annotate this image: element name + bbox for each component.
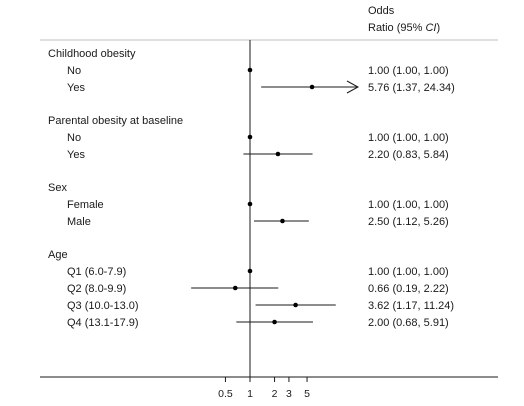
estimate-point <box>272 319 277 325</box>
x-tick-label: 1 <box>247 388 253 400</box>
group-title: Sex <box>48 182 67 194</box>
x-tick-label: 3 <box>286 388 292 400</box>
row-label: Q3 (10.0-13.0) <box>67 300 139 312</box>
row-label: Yes <box>67 149 85 161</box>
header-ratio-end: ) <box>436 22 440 34</box>
row-estimate-text: 3.62 (1.17, 11.24) <box>368 300 454 312</box>
row-label: Yes <box>67 82 85 94</box>
x-tick-label: 0.5 <box>218 388 233 400</box>
x-tick-label: 5 <box>304 388 310 400</box>
row-label: Q1 (6.0-7.9) <box>67 266 126 278</box>
header-ratio-ci: Ratio (95% CI) <box>368 22 440 34</box>
row-estimate-text: 2.00 (0.68, 5.91) <box>368 317 449 329</box>
estimate-point <box>247 67 253 73</box>
row-estimate-text: 1.00 (1.00, 1.00) <box>368 65 449 77</box>
header-ci-italic: CI <box>425 22 436 34</box>
ci-arrow <box>346 80 360 94</box>
row-label: No <box>67 132 81 144</box>
row-estimate-text: 1.00 (1.00, 1.00) <box>368 266 449 278</box>
row-label: Female <box>67 199 104 211</box>
group-title: Parental obesity at baseline <box>48 115 183 127</box>
row-estimate-text: 2.50 (1.12, 5.26) <box>368 216 449 228</box>
estimate-point <box>247 268 253 274</box>
row-label: Male <box>67 216 91 228</box>
row-estimate-text: 5.76 (1.37, 24.34) <box>368 82 455 94</box>
estimate-point <box>275 151 281 157</box>
estimate-point <box>293 302 298 308</box>
estimate-point <box>280 218 285 224</box>
estimate-point <box>247 201 253 207</box>
row-label: Q2 (8.0-9.9) <box>67 283 126 295</box>
estimate-point <box>309 84 315 90</box>
row-label: Q4 (13.1-17.9) <box>67 317 139 329</box>
header-ratio-text: Ratio (95% <box>368 22 425 34</box>
row-estimate-text: 1.00 (1.00, 1.00) <box>368 199 449 211</box>
group-title: Age <box>48 249 68 261</box>
plot-marks: Childhood obesity No 1.00 (1.00, 1.00) Yes 5… <box>48 40 455 400</box>
row-label: No <box>67 65 81 77</box>
header-odds: Odds <box>368 5 395 17</box>
estimate-point <box>232 285 238 291</box>
row-estimate-text: 1.00 (1.00, 1.00) <box>368 132 449 144</box>
estimate-point <box>247 134 253 140</box>
group-title: Childhood obesity <box>48 48 136 60</box>
x-tick-label: 2 <box>272 388 278 400</box>
row-estimate-text: 0.66 (0.19, 2.22) <box>368 283 449 295</box>
row-estimate-text: 2.20 (0.83, 5.84) <box>368 149 449 161</box>
